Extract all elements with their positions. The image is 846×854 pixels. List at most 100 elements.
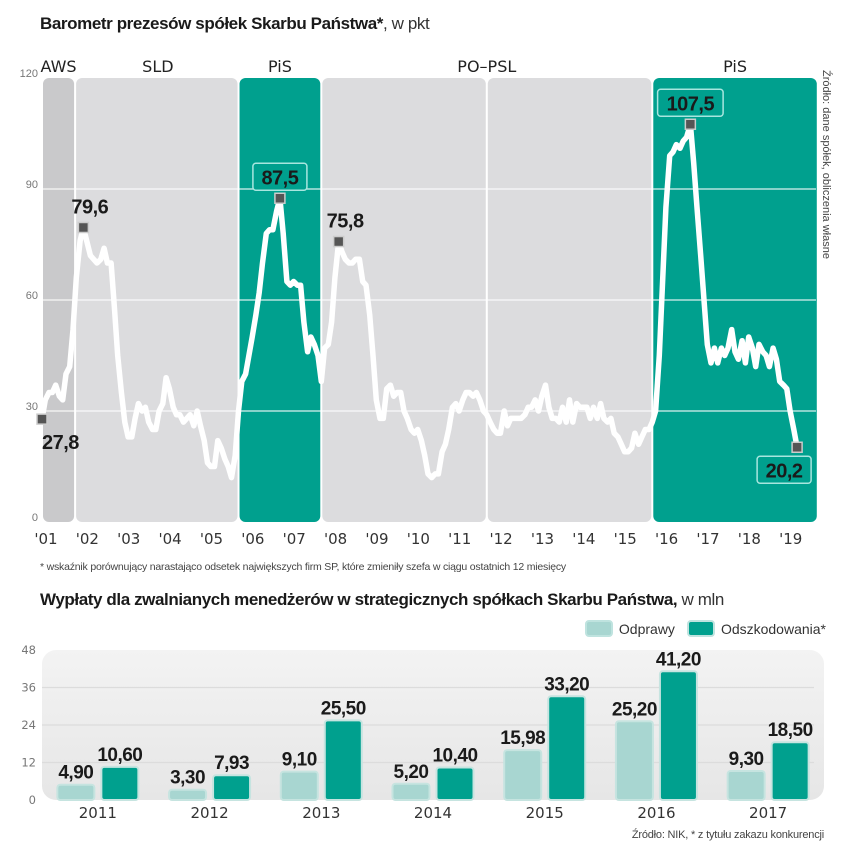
legend-label-odszkodowania: Odszkodowania* [720,620,826,637]
bar-value-label: 15,98 [500,728,545,749]
value-label: 107,5 [667,93,715,115]
value-label: 27,8 [42,432,79,454]
value-label: 20,2 [766,460,803,482]
x-tick-label: '02 [76,530,99,548]
bar-chart-legend: Odprawy Odszkodowania* [584,620,826,637]
bar-odszkodowania [547,695,587,801]
bar-odprawy [279,770,319,801]
bar-value-label: 3,30 [170,768,205,789]
value-label-box [252,162,308,191]
period-label: SLD [142,57,173,76]
legend-swatch-odszkodowania [686,620,715,637]
peak-marker [332,235,345,248]
x-tick-label: 2012 [190,804,228,822]
y-tick-label: 60 [26,290,38,302]
peak-marker [36,413,48,425]
value-label: 87,5 [261,167,298,189]
y-tick-label: 120 [20,68,38,80]
legend-item-odszkodowania: Odszkodowania* [686,620,826,637]
bar-value-label: 10,60 [97,745,142,766]
bar-value-label: 5,20 [394,762,429,783]
bar-chart-title-unit: w mln [677,590,725,609]
bar-value-label: 41,20 [656,649,701,670]
bar-value-label: 10,40 [432,746,477,767]
y-tick-label: 90 [26,179,38,191]
bar-value-label: 7,93 [214,753,249,774]
value-label: 75,8 [327,211,364,233]
x-tick-label: '14 [572,530,595,548]
x-tick-label: '09 [365,530,388,548]
y-tick-label: 48 [21,643,36,657]
bar-odszkodowania [658,670,698,801]
x-tick-label: 2011 [79,804,117,822]
bar-odszkodowania [770,741,810,801]
bar-odprawy [168,788,208,801]
period-label: PiS [723,57,747,76]
y-tick-label: 12 [21,756,36,770]
value-label: 79,6 [71,196,108,218]
bar-odprawy [391,782,431,801]
bar-value-label: 33,20 [544,674,589,695]
period-label: PO–PSL [457,57,516,76]
peak-marker [77,221,90,234]
x-tick-label: 2016 [637,804,675,822]
value-label-box [656,88,724,117]
x-tick-label: 2015 [526,804,564,822]
x-tick-label: '05 [200,530,223,548]
bar-odprawy [56,783,96,801]
period-label: PiS [268,57,292,76]
x-tick-label: '03 [117,530,140,548]
x-tick-label: '06 [241,530,264,548]
y-tick-label: 30 [26,401,38,413]
line-chart-title-text: Barometr prezesów spółek Skarbu Państwa* [40,14,384,33]
bar-value-label: 4,90 [58,763,93,784]
x-tick-label: '13 [531,530,554,548]
bar-value-label: 25,20 [612,699,657,720]
x-tick-label: 2014 [414,804,452,822]
bar-odprawy [503,749,543,801]
bar-value-label: 9,10 [282,750,317,771]
bar-odprawy [726,769,766,801]
y-tick-label: 36 [21,681,36,695]
bar-value-label: 18,50 [768,720,813,741]
y-tick-label: 0 [32,512,38,524]
bar-chart-title: Wypłaty dla zwalnianych menedżerów w str… [40,590,724,610]
bar-value-label: 25,50 [321,698,366,719]
bar-chart-title-text: Wypłaty dla zwalnianych menedżerów w str… [40,590,678,609]
line-chart-title: Barometr prezesów spółek Skarbu Państwa*… [40,14,430,34]
bar-value-label: 9,30 [729,749,764,770]
bar-odszkodowania [100,765,140,801]
line-chart-footnote: * wskaźnik porównujący narastająco odset… [40,561,566,573]
y-tick-label: 24 [21,718,36,732]
x-tick-label: '17 [696,530,719,548]
period-label: AWS [41,57,77,76]
x-tick-label: '10 [407,530,430,548]
x-tick-label: '04 [159,530,182,548]
x-tick-label: '12 [490,530,513,548]
peak-marker [791,441,803,454]
legend-swatch-odprawy [584,620,613,637]
x-tick-label: '11 [448,530,471,548]
x-tick-label: 2017 [749,804,787,822]
bar-odszkodowania [435,766,475,801]
y-tick-label: 0 [29,793,36,807]
x-tick-label: 2013 [302,804,340,822]
legend-item-odprawy: Odprawy [584,620,675,637]
x-tick-label: '19 [779,530,802,548]
x-tick-label: '18 [738,530,761,548]
bar-odszkodowania [323,719,363,801]
bar-chart-source: Źródło: NIK, * z tytułu zakazu konkurenc… [631,829,824,841]
line-chart-title-unit: , w pkt [383,14,430,33]
peak-marker [274,192,286,204]
bar-odprawy [614,720,654,801]
legend-label-odprawy: Odprawy [618,620,675,637]
x-tick-label: '16 [655,530,678,548]
x-tick-label: '01 [34,530,57,548]
line-chart: 0 30 60 90 120 AWS SLD PiS PO–PSL PiS '01 '02 '03 '04… [20,57,817,548]
value-label-box [756,455,812,485]
x-tick-label: '07 [283,530,306,548]
peak-marker [684,118,697,130]
x-tick-label: '08 [324,530,347,548]
